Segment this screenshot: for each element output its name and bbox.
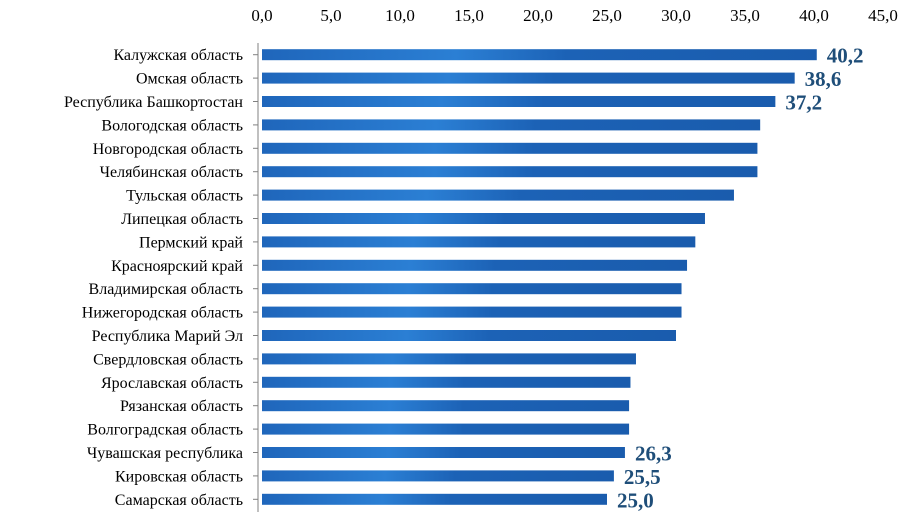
- bar: [262, 259, 688, 271]
- data-label: 37,2: [785, 91, 822, 115]
- bar: [262, 142, 758, 154]
- data-label: 25,0: [617, 488, 654, 512]
- category-label: Вологодская область: [101, 117, 243, 134]
- bar: [262, 72, 795, 84]
- category-label: Свердловская область: [93, 351, 243, 368]
- category-label: Кировская область: [115, 468, 243, 485]
- category-label: Новгородская область: [93, 141, 243, 158]
- bar: [262, 493, 607, 505]
- category-labels: Калужская область Омская область Республик…: [64, 47, 258, 509]
- x-tick-label: 5,0: [320, 6, 341, 25]
- category-label: Липецкая область: [121, 211, 243, 228]
- category-label: Волгоградская область: [87, 422, 243, 439]
- data-label: 25,5: [624, 465, 661, 489]
- bar: [262, 236, 696, 248]
- x-tick-label: 35,0: [730, 6, 760, 25]
- bar: [262, 49, 817, 61]
- category-label: Республика Башкортостан: [64, 94, 243, 111]
- x-tick-label: 10,0: [385, 6, 415, 25]
- bar: [262, 376, 631, 388]
- category-label: Челябинская область: [100, 164, 243, 181]
- category-label: Пермский край: [139, 234, 243, 251]
- bar: [262, 119, 761, 131]
- x-tick-label: 20,0: [523, 6, 553, 25]
- category-label: Владимирская область: [89, 281, 243, 298]
- x-tick-label: 45,0: [868, 6, 898, 25]
- x-tick-label: 40,0: [799, 6, 829, 25]
- category-label: Красноярский край: [111, 258, 243, 275]
- bar: [262, 283, 682, 295]
- x-axis-ticks: 0,0 5,0 10,0 15,0 20,0 25,0 30,0 35,0 40,0 45,0: [251, 6, 898, 25]
- x-tick-label: 0,0: [251, 6, 272, 25]
- data-labels: 40,238,637,2 26,325,525,0: [617, 44, 864, 513]
- bar: [262, 213, 705, 224]
- bar: [262, 96, 776, 107]
- bar: [262, 353, 636, 365]
- category-label: Калужская область: [113, 47, 243, 64]
- category-label: Ярославская область: [101, 375, 243, 392]
- bar: [262, 470, 614, 482]
- category-label: Республика Марий Эл: [92, 328, 243, 345]
- category-label: Самарская область: [115, 492, 243, 509]
- data-label: 40,2: [827, 44, 864, 68]
- category-label: Нижегородская область: [82, 305, 243, 322]
- category-label: Омская область: [136, 71, 243, 88]
- x-tick-label: 25,0: [592, 6, 622, 25]
- bar: [262, 423, 630, 435]
- data-label: 26,3: [635, 442, 672, 466]
- x-tick-label: 30,0: [661, 6, 691, 25]
- bar: [262, 447, 625, 458]
- bars: [262, 49, 817, 505]
- x-tick-label: 15,0: [454, 6, 484, 25]
- category-label: Тульская область: [126, 188, 243, 205]
- bar: [262, 306, 682, 318]
- bar: [262, 189, 734, 201]
- data-label: 38,6: [805, 67, 842, 91]
- category-label: Рязанская область: [120, 398, 243, 415]
- bar: [262, 166, 758, 178]
- bar: [262, 330, 676, 341]
- category-label: Чувашская республика: [87, 445, 243, 462]
- bar: [262, 400, 630, 412]
